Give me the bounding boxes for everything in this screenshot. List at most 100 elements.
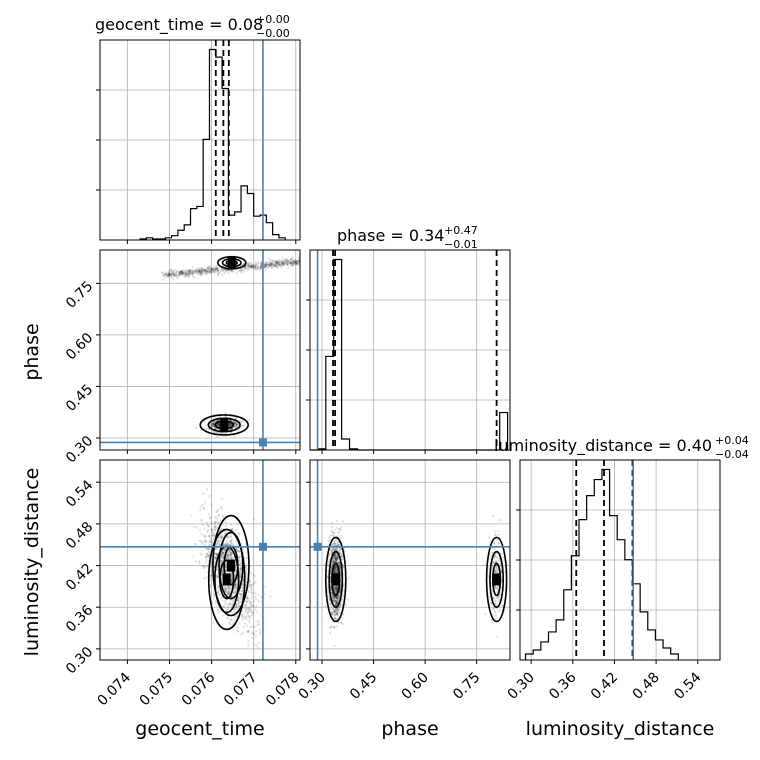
sample-point [259,266,262,269]
sample-point [290,257,293,260]
sample-point [335,571,338,574]
sample-point [235,582,238,586]
density-contour-1-1 [489,550,504,608]
sample-point [270,266,273,269]
sample-point [247,640,250,643]
sample-point [212,621,215,624]
sample-point [238,605,241,608]
sample-point [250,262,253,266]
sample-point [326,594,330,598]
ytick-label-luminosity-distance-0: 0.30 [63,644,96,677]
sample-point [253,592,257,595]
sample-point [336,598,339,601]
sample-point [176,270,180,273]
sample-point [252,573,255,576]
sample-point [329,550,333,554]
sample-point [207,266,210,269]
sample-point [188,272,191,275]
sample-point [289,261,292,265]
sample-point [200,266,204,269]
sample-point [216,553,219,556]
sample-point [179,270,182,273]
sample-point [214,515,217,519]
sample-point [336,599,339,602]
sample-point [241,632,244,635]
sample-point [236,630,239,633]
sample-point [336,608,339,611]
sample-point [241,615,245,618]
sample-point [213,532,216,535]
sample-point [276,265,279,268]
sample-point [217,422,220,426]
sample-point [334,603,337,606]
sample-point [266,262,269,266]
sample-point [200,270,203,273]
sample-point [249,585,253,589]
sample-point [216,423,220,426]
sample-point [297,260,300,263]
sample-point [239,570,242,573]
sample-point [164,271,168,274]
title-geocent-time-minus: −0.00 [256,27,290,40]
sample-point [332,561,335,564]
sample-point [224,590,227,593]
sample-point [335,547,338,550]
sample-point [200,270,203,273]
sample-point [341,594,345,597]
sample-point [247,614,251,618]
sample-point [230,618,233,621]
sample-point [211,425,214,428]
sample-point [494,569,497,572]
sample-point [211,534,214,538]
sample-point [280,262,284,265]
sample-point [245,599,248,603]
sample-point [335,589,338,592]
sample-point [241,586,244,589]
sample-point [178,271,181,274]
sample-point [246,601,249,604]
sample-point [198,269,201,272]
sample-point [211,421,215,424]
sample-point [206,555,209,558]
sample-point [246,612,249,615]
sample-point [264,266,267,269]
sample-point [224,412,227,415]
sample-point [248,619,251,622]
sample-point [215,267,218,270]
sample-point [237,556,241,559]
sample-point [200,533,203,536]
sample-point [212,269,215,272]
sample-point [237,533,241,536]
sample-point [214,547,217,550]
sample-point [334,602,338,605]
sample-point [167,274,170,278]
sample-point [230,528,234,531]
sample-point [205,552,209,555]
sample-point [253,267,257,270]
sample-point [260,264,263,267]
sample-point [196,271,199,274]
sample-point [178,272,181,275]
sample-point [216,539,219,543]
sample-point [181,271,184,274]
sample-point [264,263,267,266]
sample-point [216,586,219,589]
density-contour-1-0 [485,536,508,623]
sample-point [336,555,339,558]
sample-point [169,275,172,278]
sample-point [208,555,211,558]
sample-point [335,585,338,588]
sample-point [337,561,340,564]
sample-point [250,265,253,268]
sample-point [282,261,285,264]
sample-point [335,558,338,561]
sample-point [226,586,229,589]
sample-point [334,555,337,558]
sample-point [253,263,256,266]
sample-point [334,558,337,562]
sample-point [332,595,335,599]
sample-point [216,575,219,578]
sample-point [287,260,290,263]
sample-point [252,643,255,646]
sample-point [224,603,227,606]
